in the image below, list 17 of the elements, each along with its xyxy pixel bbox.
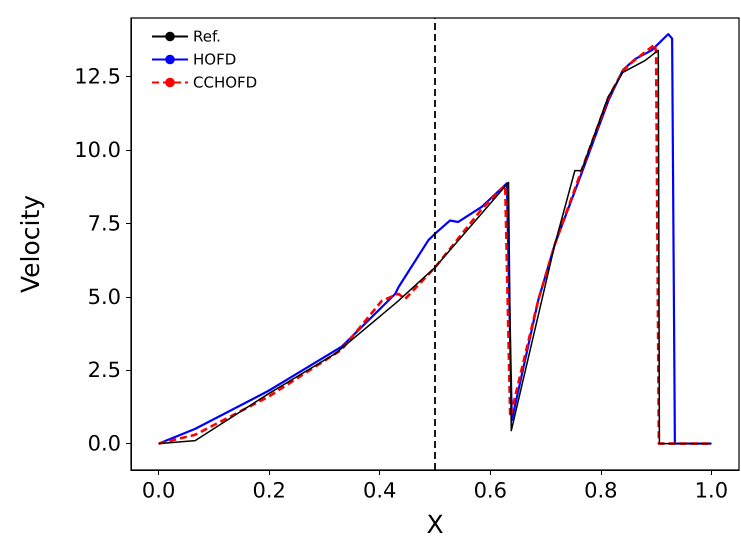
- y-tick-label: 5.0: [88, 284, 121, 309]
- y-tick-label: 2.5: [88, 358, 121, 382]
- y-tick-label: 7.5: [88, 211, 121, 236]
- y-tick-label: 0.0: [88, 432, 121, 456]
- legend-label: CCHOFD: [193, 74, 258, 92]
- legend-label: Ref.: [193, 28, 221, 46]
- legend-label: HOFD: [193, 50, 236, 68]
- x-tick-label: 0.8: [584, 478, 618, 502]
- y-tick-label: 12.5: [74, 64, 121, 89]
- x-tick-label: 0.2: [252, 478, 286, 502]
- y-tick-label: 10.0: [74, 138, 121, 162]
- x-tick-label: 1.0: [694, 478, 728, 502]
- x-tick-label: 0.0: [142, 478, 176, 502]
- x-axis-title: X: [426, 510, 444, 539]
- y-axis-title: Velocity: [16, 194, 45, 294]
- x-tick-label: 0.6: [474, 478, 507, 502]
- x-tick-label: 0.4: [363, 478, 396, 502]
